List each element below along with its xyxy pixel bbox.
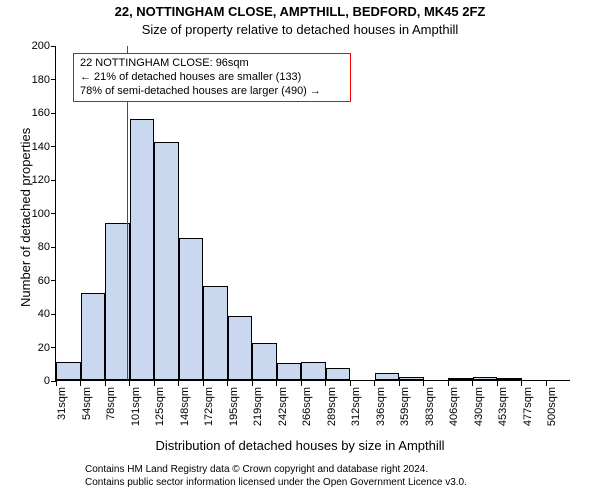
annotation-line-1: 22 NOTTINGHAM CLOSE: 96sqm xyxy=(80,57,344,71)
xtick-label: 500sqm xyxy=(546,387,558,426)
xtick-label: 219sqm xyxy=(252,387,264,426)
xtick-label: 78sqm xyxy=(105,387,117,420)
ytick-label: 20 xyxy=(38,342,50,354)
xtick-label: 336sqm xyxy=(375,387,387,426)
xtick-label: 54sqm xyxy=(81,387,93,420)
histogram-bar xyxy=(56,362,81,380)
ytick-label: 140 xyxy=(32,141,50,153)
histogram-bar xyxy=(448,378,473,380)
histogram-bar xyxy=(203,286,228,380)
ytick-mark xyxy=(51,146,56,147)
annotation-box: 22 NOTTINGHAM CLOSE: 96sqm ← 21% of deta… xyxy=(73,53,351,102)
xtick-mark xyxy=(546,381,547,386)
histogram-bar xyxy=(375,373,400,380)
xtick-label: 195sqm xyxy=(228,387,240,426)
chart-title: 22, NOTTINGHAM CLOSE, AMPTHILL, BEDFORD,… xyxy=(0,4,600,19)
xtick-label: 266sqm xyxy=(301,387,313,426)
ytick-label: 0 xyxy=(44,375,50,387)
ytick-label: 60 xyxy=(38,275,50,287)
ytick-mark xyxy=(51,347,56,348)
xtick-mark xyxy=(252,381,253,386)
histogram-bar xyxy=(473,377,498,380)
ytick-mark xyxy=(51,213,56,214)
ytick-label: 200 xyxy=(32,40,50,52)
ytick-mark xyxy=(51,113,56,114)
xtick-mark xyxy=(399,381,400,386)
xtick-label: 406sqm xyxy=(448,387,460,426)
xtick-label: 430sqm xyxy=(473,387,485,426)
histogram-bar xyxy=(277,363,302,380)
ytick-mark xyxy=(51,280,56,281)
xtick-mark xyxy=(350,381,351,386)
xtick-label: 289sqm xyxy=(326,387,338,426)
footer-line-2: Contains public sector information licen… xyxy=(85,476,467,489)
histogram-bar xyxy=(179,238,204,380)
ytick-label: 40 xyxy=(38,308,50,320)
xtick-mark xyxy=(521,381,522,386)
xtick-label: 242sqm xyxy=(277,387,289,426)
xtick-mark xyxy=(448,381,449,386)
footer: Contains HM Land Registry data © Crown c… xyxy=(85,463,467,489)
xtick-mark xyxy=(374,381,375,386)
xtick-label: 31sqm xyxy=(56,387,68,420)
histogram-bar xyxy=(326,368,351,380)
ytick-label: 160 xyxy=(32,107,50,119)
histogram-bar xyxy=(154,142,179,380)
ytick-label: 180 xyxy=(32,74,50,86)
xtick-label: 359sqm xyxy=(399,387,411,426)
ytick-mark xyxy=(51,180,56,181)
ytick-mark xyxy=(51,247,56,248)
ytick-label: 120 xyxy=(32,174,50,186)
annotation-line-2: ← 21% of detached houses are smaller (13… xyxy=(80,71,344,85)
ytick-label: 100 xyxy=(32,208,50,220)
xtick-label: 453sqm xyxy=(497,387,509,426)
xtick-mark xyxy=(497,381,498,386)
ytick-mark xyxy=(51,314,56,315)
xtick-mark xyxy=(325,381,326,386)
histogram-bar xyxy=(252,343,277,380)
xtick-mark xyxy=(203,381,204,386)
xtick-mark xyxy=(301,381,302,386)
footer-line-1: Contains HM Land Registry data © Crown c… xyxy=(85,463,467,476)
histogram-bar xyxy=(399,377,424,380)
xtick-mark xyxy=(423,381,424,386)
figure: 22, NOTTINGHAM CLOSE, AMPTHILL, BEDFORD,… xyxy=(0,0,600,500)
histogram-bar xyxy=(228,316,253,380)
xtick-label: 172sqm xyxy=(203,387,215,426)
ytick-mark xyxy=(51,79,56,80)
annotation-line-3: 78% of semi-detached houses are larger (… xyxy=(80,85,344,99)
histogram-bar xyxy=(130,119,155,380)
xtick-label: 477sqm xyxy=(522,387,534,426)
xtick-mark xyxy=(178,381,179,386)
histogram-bar xyxy=(81,293,106,380)
xtick-label: 125sqm xyxy=(154,387,166,426)
xtick-mark xyxy=(56,381,57,386)
plot-area: 02040608010012014016018020031sqm54sqm78s… xyxy=(55,46,570,381)
xtick-mark xyxy=(227,381,228,386)
ytick-label: 80 xyxy=(38,241,50,253)
chart-subtitle: Size of property relative to detached ho… xyxy=(0,22,600,37)
ytick-mark xyxy=(51,46,56,47)
xtick-mark xyxy=(80,381,81,386)
histogram-bar xyxy=(301,362,326,380)
xtick-label: 383sqm xyxy=(424,387,436,426)
xtick-mark xyxy=(276,381,277,386)
xtick-mark xyxy=(105,381,106,386)
xtick-label: 148sqm xyxy=(179,387,191,426)
xtick-label: 312sqm xyxy=(350,387,362,426)
xtick-mark xyxy=(129,381,130,386)
x-axis-label: Distribution of detached houses by size … xyxy=(0,438,600,453)
xtick-mark xyxy=(154,381,155,386)
histogram-bar xyxy=(497,378,522,380)
xtick-label: 101sqm xyxy=(130,387,142,426)
xtick-mark xyxy=(472,381,473,386)
